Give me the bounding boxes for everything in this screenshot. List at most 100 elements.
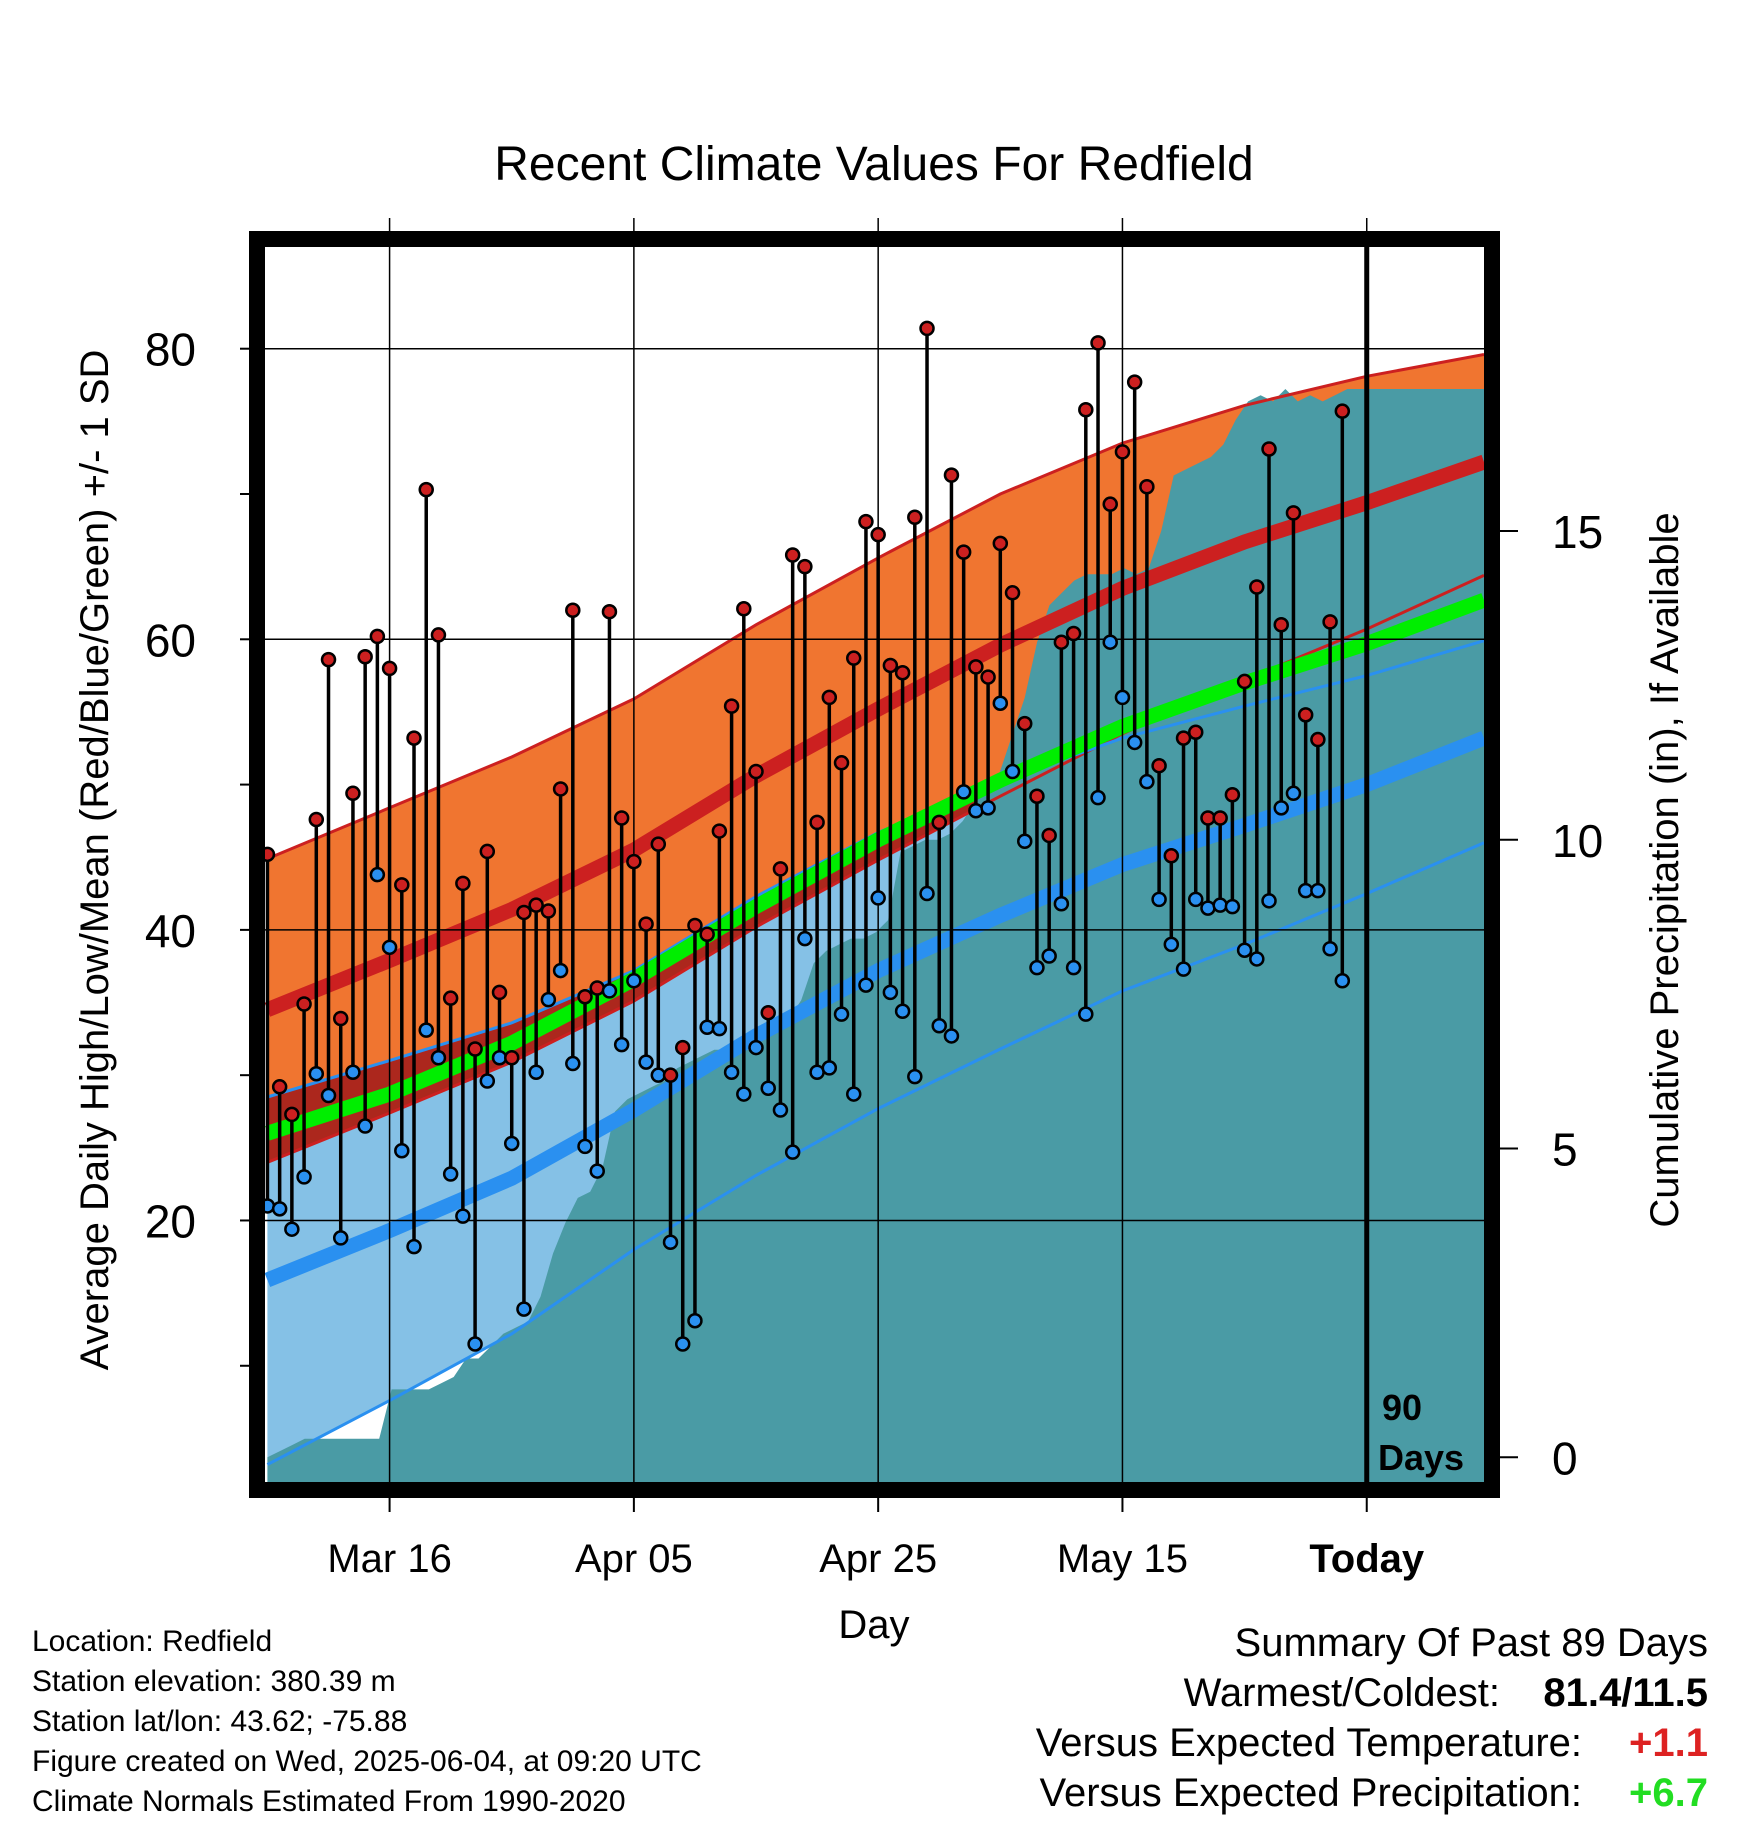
- daily-low-point: [467, 1336, 483, 1352]
- daily-low-point: [332, 1230, 349, 1246]
- x-tick-label: Today: [1309, 1537, 1425, 1581]
- y-axis-label: Average Daily High/Low/Mean (Red/Blue/Gr…: [73, 350, 117, 1371]
- daily-low-point: [308, 1065, 325, 1082]
- daily-low-point: [394, 1142, 410, 1159]
- daily-high-point: [345, 785, 361, 802]
- daily-low-point: [711, 1020, 728, 1037]
- daily-high-point: [1297, 707, 1314, 723]
- daily-high-point: [784, 547, 801, 563]
- daily-high-point: [833, 755, 850, 771]
- daily-low-point: [1053, 895, 1070, 912]
- daily-high-point: [1016, 715, 1033, 732]
- daily-low-point: [1200, 900, 1216, 916]
- daily-high-point: [687, 917, 703, 934]
- daily-low-point: [1187, 891, 1204, 908]
- daily-low-point: [919, 885, 935, 902]
- x-axis-label: Day: [838, 1603, 909, 1647]
- daily-low-point: [345, 1064, 361, 1081]
- daily-high-point: [1090, 335, 1106, 351]
- daily-high-point: [613, 810, 630, 826]
- daily-high-point: [565, 602, 581, 618]
- daily-low-point: [955, 784, 972, 800]
- daily-low-point: [723, 1064, 740, 1081]
- daily-low-point: [1041, 948, 1057, 964]
- daily-high-point: [919, 320, 935, 337]
- daily-high-point: [479, 843, 496, 860]
- y2-tick-label: 5: [1552, 1124, 1578, 1176]
- daily-high-point: [516, 904, 532, 921]
- daily-low-point: [1078, 1006, 1094, 1022]
- daily-high-point: [455, 875, 471, 892]
- daily-high-point: [406, 730, 422, 746]
- daily-low-point: [1151, 891, 1167, 908]
- chart-title: Recent Climate Values For Redfield: [494, 138, 1253, 191]
- daily-low-point: [565, 1055, 581, 1072]
- normals-text: Climate Normals Estimated From 1990-2020: [32, 1785, 626, 1818]
- daily-high-point: [308, 811, 325, 828]
- daily-high-point: [552, 781, 569, 797]
- daily-low-point: [271, 1201, 288, 1217]
- daily-high-point: [1261, 441, 1277, 457]
- daily-low-point: [528, 1064, 544, 1081]
- daily-high-point: [723, 698, 740, 714]
- daily-low-point: [577, 1138, 593, 1155]
- daily-high-point: [1114, 444, 1131, 460]
- daily-low-point: [540, 991, 557, 1008]
- elevation-text: Station elevation: 380.39 m: [32, 1665, 396, 1698]
- daily-low-point: [1273, 800, 1289, 816]
- daily-low-point: [1334, 972, 1351, 989]
- daily-low-point: [601, 983, 618, 999]
- daily-high-point: [540, 903, 557, 919]
- daily-low-point: [503, 1135, 520, 1152]
- daily-low-point: [968, 802, 984, 819]
- daily-high-point: [748, 763, 764, 780]
- daily-low-point: [1322, 941, 1338, 957]
- daily-low-point: [894, 1003, 911, 1019]
- daily-low-point: [748, 1039, 764, 1056]
- daily-low-point: [797, 930, 813, 947]
- today-days-label-2: Days: [1378, 1437, 1464, 1478]
- daily-low-point: [626, 972, 642, 989]
- daily-low-point: [760, 1080, 776, 1097]
- daily-high-point: [394, 877, 410, 893]
- daily-high-point: [442, 990, 459, 1006]
- daily-low-point: [1090, 789, 1106, 806]
- summary-panel: Summary Of Past 89 Days Warmest/Coldest:…: [1036, 1618, 1708, 1818]
- daily-high-point: [955, 544, 972, 560]
- daily-high-point: [1236, 673, 1253, 690]
- daily-low-point: [882, 984, 899, 1001]
- x-tick-label: Apr 25: [819, 1537, 937, 1581]
- daily-low-point: [455, 1208, 471, 1224]
- temp-row: Versus Expected Temperature: +1.1: [1036, 1718, 1708, 1768]
- daily-high-point: [430, 627, 447, 643]
- daily-high-point: [943, 467, 960, 483]
- daily-high-point: [296, 996, 312, 1012]
- daily-high-point: [870, 526, 886, 543]
- y-tick-label: 20: [145, 1195, 196, 1247]
- daily-low-point: [284, 1221, 300, 1237]
- daily-low-point: [589, 1163, 605, 1179]
- daily-low-point: [1236, 942, 1253, 958]
- station-info: Location: Redfield Station elevation: 38…: [32, 1622, 702, 1822]
- daily-high-point: [821, 689, 838, 706]
- daily-high-point: [1078, 401, 1094, 418]
- warm-cold-label: Warmest/Coldest:: [1183, 1671, 1500, 1715]
- daily-high-point: [845, 650, 862, 666]
- y-tick-label: 80: [145, 324, 196, 376]
- daily-low-point: [418, 1022, 434, 1038]
- daily-low-point: [845, 1086, 862, 1102]
- daily-high-point: [772, 861, 789, 877]
- y2-tick-label: 15: [1552, 506, 1603, 558]
- daily-low-point: [821, 1060, 838, 1076]
- daily-high-point: [528, 897, 544, 913]
- daily-low-point: [1163, 936, 1180, 953]
- location-text: Location: Redfield: [32, 1625, 273, 1658]
- daily-low-point: [980, 800, 996, 816]
- daily-high-point: [626, 853, 642, 870]
- temp-value: +1.1: [1629, 1721, 1708, 1765]
- daily-high-point: [491, 984, 508, 1001]
- daily-high-point: [284, 1106, 300, 1123]
- daily-high-point: [1151, 757, 1167, 774]
- daily-low-point: [772, 1102, 789, 1118]
